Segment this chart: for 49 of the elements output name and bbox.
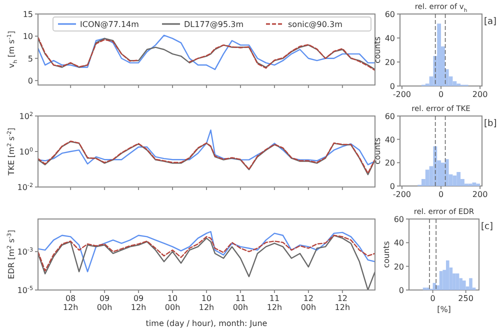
x-tick-label: 0 xyxy=(430,294,436,303)
x-axis-title: [%] xyxy=(437,305,451,314)
y-tick-label: 60 xyxy=(384,10,395,19)
y-tick-label: 5 xyxy=(28,54,33,64)
y-tick-label: 0 xyxy=(390,182,395,191)
legend-label: sonic@90.3m xyxy=(288,20,343,29)
text: [b] xyxy=(484,119,497,129)
y-tick-label: 0 xyxy=(28,76,33,86)
x-tick-label: 200 xyxy=(472,190,488,199)
x-tick-label: 0 xyxy=(438,90,444,99)
y-tick-label: 10$^{-3}$ xyxy=(17,246,34,257)
x-tick-label: -200 xyxy=(392,190,412,199)
y-tick-label: 40 xyxy=(384,135,395,144)
y-tick-label: 10$^{-5}$ xyxy=(17,285,34,295)
x-tick-label: 10 00h xyxy=(164,294,180,312)
y-tick-label: 0 xyxy=(390,82,395,91)
x-tick-label: 0 xyxy=(438,190,444,199)
text: [a] xyxy=(484,17,497,27)
x-axis-title: time (day / hour), month: June xyxy=(146,319,268,328)
x-tick-label: 250 xyxy=(458,294,474,303)
y-tick-label: 40 xyxy=(384,34,395,43)
x-tick-label: 12 00h xyxy=(300,294,316,312)
y-axis-title: counts xyxy=(382,241,391,268)
x-tick-label: 09 00h xyxy=(96,294,112,312)
x-tick-label: 09 12h xyxy=(130,294,146,312)
y-tick-label: 40 xyxy=(394,238,404,248)
y-tick-label: 10$^{-2}$ xyxy=(17,182,33,192)
legend-label: DL177@95.3m xyxy=(184,20,244,29)
y-tick-label: 0 xyxy=(398,286,404,295)
x-tick-label: 12 12h xyxy=(334,294,350,312)
y-tick-label: 20 xyxy=(384,158,395,168)
y-axis-title: counts xyxy=(373,138,382,164)
x-tick-label: 11 12h xyxy=(266,294,282,312)
x-tick-label: 08 12h xyxy=(62,294,78,312)
y-tick-label: 60 xyxy=(384,112,395,121)
y-tick-label: 20 xyxy=(384,58,395,67)
y-tick-label: 20 xyxy=(394,262,404,272)
legend-label: ICON@77.14m xyxy=(80,20,140,29)
y-tick-label: 10$^{2}$ xyxy=(19,111,33,121)
y-axis-title: counts xyxy=(373,36,382,64)
x-tick-label: -200 xyxy=(392,90,412,99)
y-tick-label: 60 xyxy=(394,215,404,224)
x-tick-label: 200 xyxy=(472,90,488,99)
y-tick-label: 15 xyxy=(22,10,33,19)
y-tick-label: 10 xyxy=(22,32,33,42)
text: [c] xyxy=(481,222,493,232)
x-tick-label: 10 12h xyxy=(198,294,214,312)
x-tick-label: 11 00h xyxy=(232,294,248,312)
y-tick-label: 10$^{0}$ xyxy=(19,146,34,156)
